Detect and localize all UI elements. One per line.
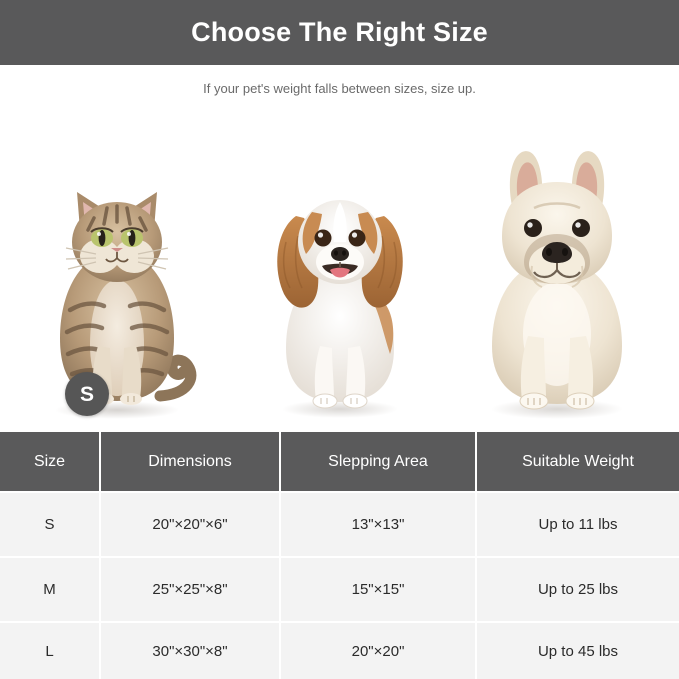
table-row: L 30"×30"×8" 20"×20" Up to 45 lbs <box>0 623 679 679</box>
cell-dimensions: 25"×25"×8" <box>101 558 281 621</box>
bulldog-illustration <box>491 151 623 419</box>
cell-size: S <box>0 493 101 556</box>
size-badge-small: S <box>65 372 109 416</box>
page-title: Choose The Right Size <box>191 17 488 47</box>
cell-suitable-weight: Up to 45 lbs <box>477 623 679 679</box>
table-row: M 25"×25"×8" 15"×15" Up to 25 lbs <box>0 558 679 621</box>
spaniel-illustration <box>277 200 403 418</box>
cell-sleeping-area: 13"×13" <box>281 493 477 556</box>
cell-sleeping-area: 20"×20" <box>281 623 477 679</box>
pet-photo-medium: M <box>252 150 564 422</box>
column-header-size: Size <box>0 432 101 491</box>
table-row: S 20"×20"×6" 13"×13" Up to 11 lbs <box>0 493 679 556</box>
subtitle-text: If your pet's weight falls between sizes… <box>203 80 476 96</box>
cell-dimensions: 20"×20"×6" <box>101 493 281 556</box>
pet-photo-small: S <box>22 160 212 422</box>
column-header-suitable-weight: Suitable Weight <box>477 432 679 491</box>
pet-photo-strip: S <box>0 111 679 422</box>
subtitle-container: If your pet's weight falls between sizes… <box>0 65 679 111</box>
cell-suitable-weight: Up to 11 lbs <box>477 493 679 556</box>
column-header-sleeping-area: Slepping Area <box>281 432 477 491</box>
column-header-dimensions: Dimensions <box>101 432 281 491</box>
cell-size: M <box>0 558 101 621</box>
table-header-row: Size Dimensions Slepping Area Suitable W… <box>0 432 679 491</box>
pet-photo-large: L <box>462 142 652 422</box>
cell-suitable-weight: Up to 25 lbs <box>477 558 679 621</box>
cell-dimensions: 30"×30"×8" <box>101 623 281 679</box>
cat-illustration <box>55 192 197 419</box>
cell-size: L <box>0 623 101 679</box>
cell-sleeping-area: 15"×15" <box>281 558 477 621</box>
size-chart-table: Size Dimensions Slepping Area Suitable W… <box>0 432 679 679</box>
header-banner: Choose The Right Size <box>0 0 679 65</box>
